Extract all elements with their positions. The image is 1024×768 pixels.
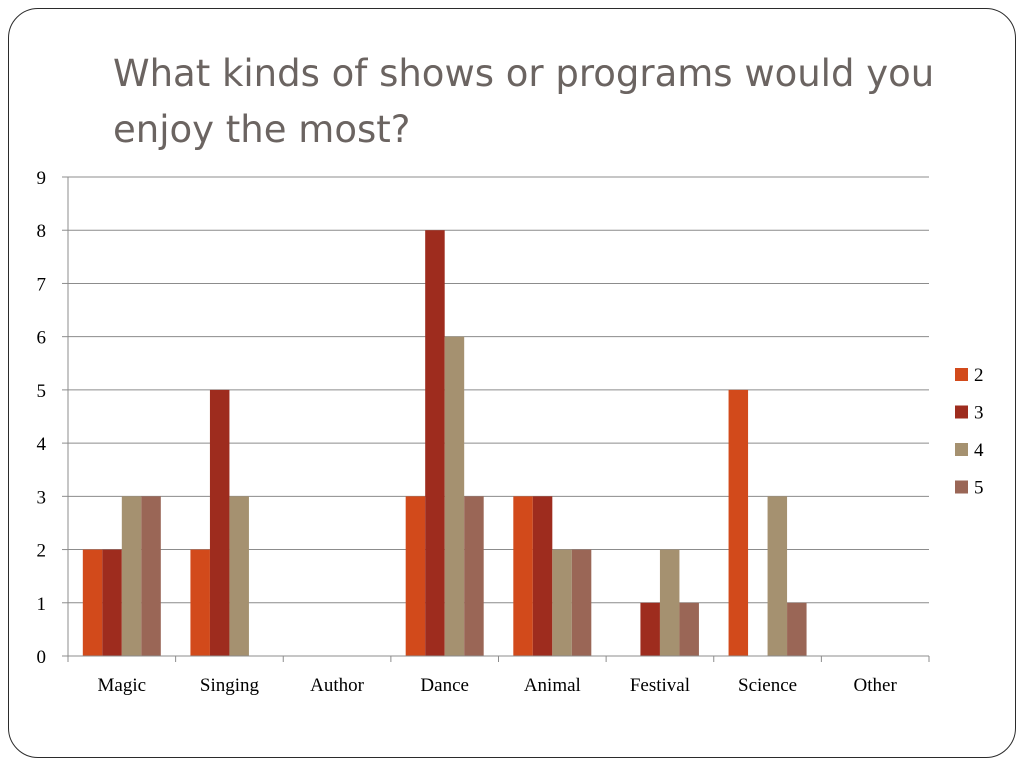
- x-category-label: Animal: [524, 675, 581, 696]
- y-tick-label: 2: [37, 541, 47, 562]
- bar: [767, 496, 788, 656]
- bar: [787, 602, 807, 656]
- legend-swatch: [955, 480, 968, 494]
- bar: [532, 496, 553, 656]
- gridlines: [68, 176, 929, 604]
- slide-title: What kinds of shows or programs would yo…: [113, 52, 935, 151]
- y-tick-label: 9: [37, 168, 47, 189]
- legend-label: 4: [974, 440, 984, 461]
- legend-swatch: [955, 368, 968, 381]
- bar: [82, 549, 103, 656]
- slide-frame: [8, 8, 1016, 758]
- bar: [728, 389, 749, 656]
- y-tick-label: 1: [37, 594, 47, 615]
- bar: [464, 496, 484, 656]
- bar: [640, 602, 660, 656]
- legend-label: 5: [974, 478, 984, 499]
- bar: [425, 230, 445, 656]
- bar: [102, 549, 122, 656]
- bar: [190, 549, 210, 656]
- bar: [552, 549, 572, 656]
- bar: [209, 389, 230, 656]
- x-category-label: Festival: [630, 675, 690, 696]
- x-category-label: Other: [854, 675, 898, 696]
- y-tick-label: 8: [37, 221, 47, 242]
- x-category-label: Magic: [98, 675, 147, 696]
- y-tick-label: 6: [37, 328, 47, 349]
- y-tick-label: 4: [37, 434, 47, 455]
- bar: [571, 549, 592, 656]
- x-category-label: Author: [310, 675, 365, 696]
- legend-swatch: [955, 443, 968, 456]
- legend: 2 3 4 5: [955, 365, 984, 499]
- x-category-label: Dance: [420, 675, 469, 696]
- legend-label: 2: [974, 365, 984, 386]
- axis-labels: 0 1 2 3 4 5 6 7 8 9 Magic Singing Author Dance Animal F…: [37, 168, 898, 696]
- x-category-label: Science: [738, 675, 797, 696]
- bars: [82, 230, 807, 656]
- x-category-label: Singing: [200, 675, 260, 696]
- bar: [141, 496, 161, 656]
- bar: [121, 496, 142, 656]
- bar: [444, 336, 465, 656]
- legend-swatch: [955, 405, 968, 419]
- bar: [679, 602, 699, 656]
- bar: [659, 549, 680, 656]
- y-tick-label: 5: [37, 381, 47, 402]
- y-tick-label: 3: [37, 487, 47, 508]
- axes: [62, 176, 930, 662]
- bar: [513, 496, 533, 656]
- bar: [405, 496, 426, 656]
- legend-label: 3: [974, 403, 984, 424]
- bar: [229, 496, 249, 656]
- y-tick-label: 7: [37, 274, 47, 295]
- y-tick-label: 0: [37, 647, 47, 668]
